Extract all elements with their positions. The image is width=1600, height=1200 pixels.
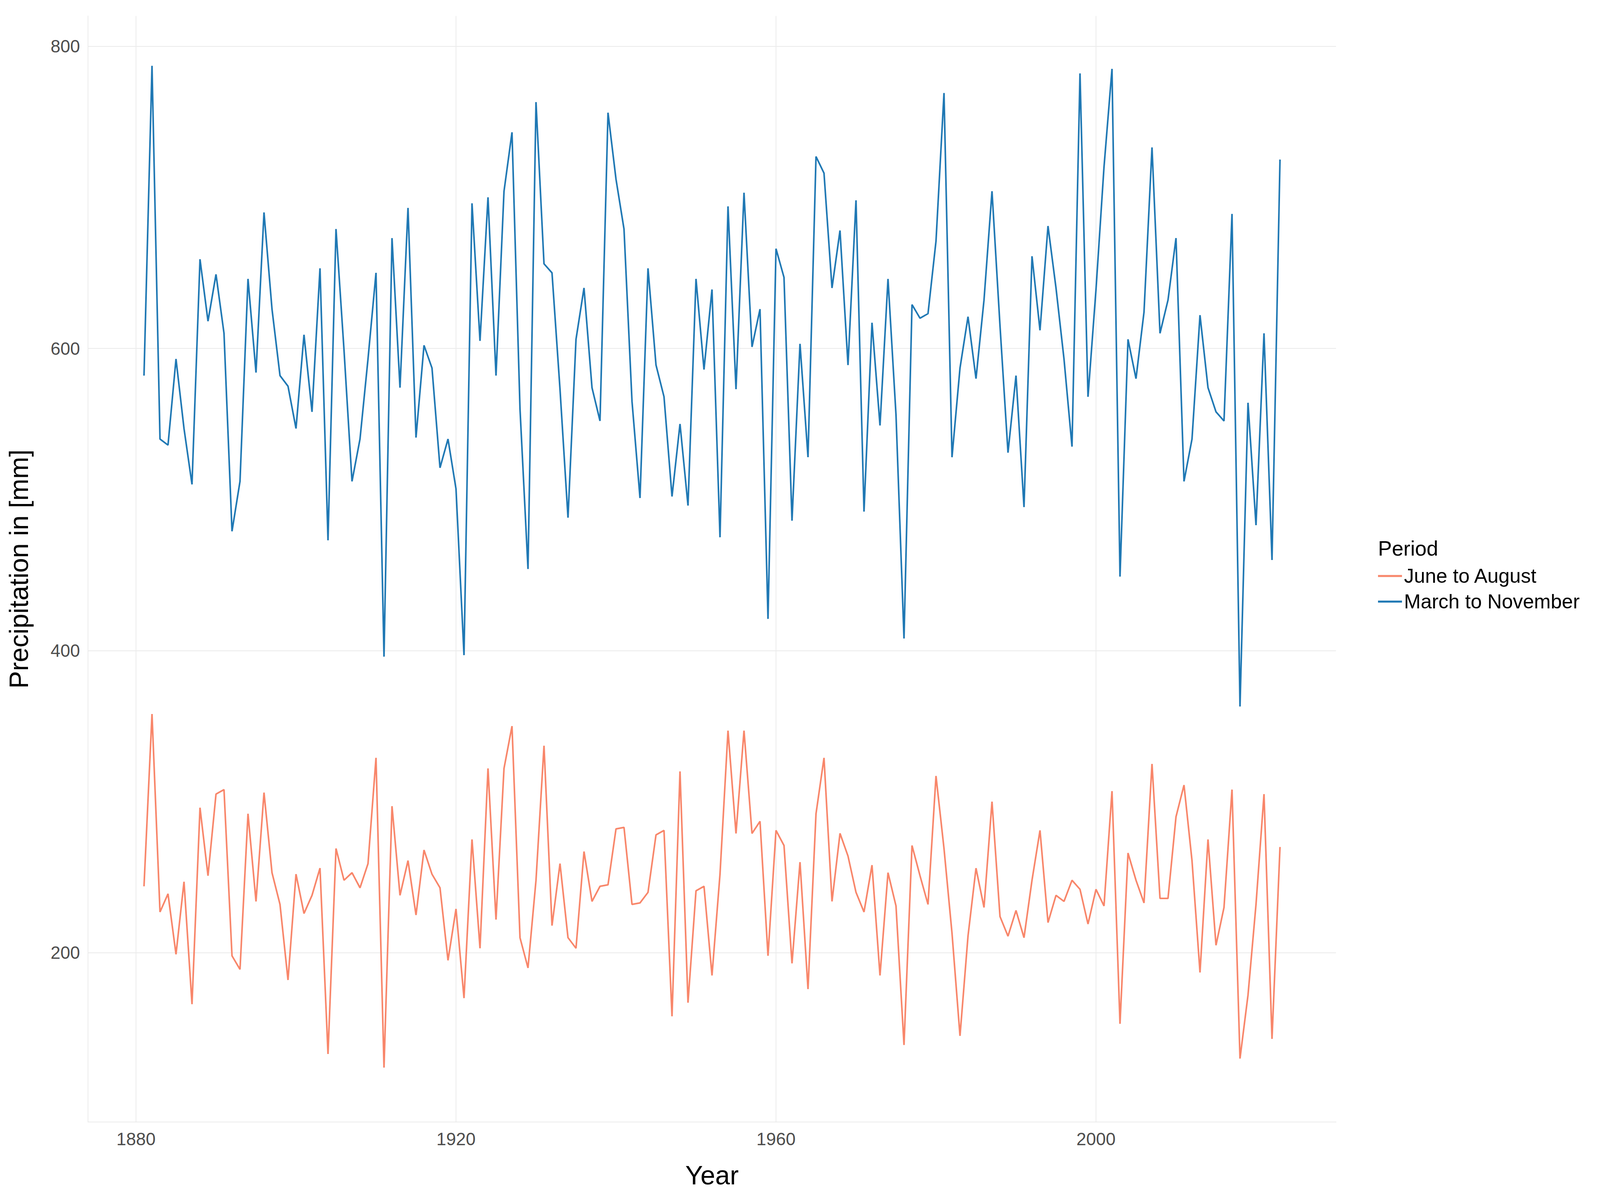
svg-text:800: 800 [50, 36, 80, 56]
svg-text:1960: 1960 [756, 1129, 796, 1149]
svg-text:Precipitation in [mm]: Precipitation in [mm] [4, 449, 34, 689]
svg-text:1920: 1920 [436, 1129, 476, 1149]
svg-text:Period: Period [1378, 536, 1438, 560]
svg-text:June to August: June to August [1404, 564, 1537, 588]
svg-text:2000: 2000 [1076, 1129, 1116, 1149]
svg-text:Year: Year [685, 1160, 739, 1190]
svg-text:200: 200 [50, 942, 80, 963]
svg-text:March to November: March to November [1404, 590, 1580, 613]
svg-text:1880: 1880 [116, 1129, 156, 1149]
svg-text:400: 400 [50, 640, 80, 661]
svg-text:600: 600 [50, 338, 80, 359]
